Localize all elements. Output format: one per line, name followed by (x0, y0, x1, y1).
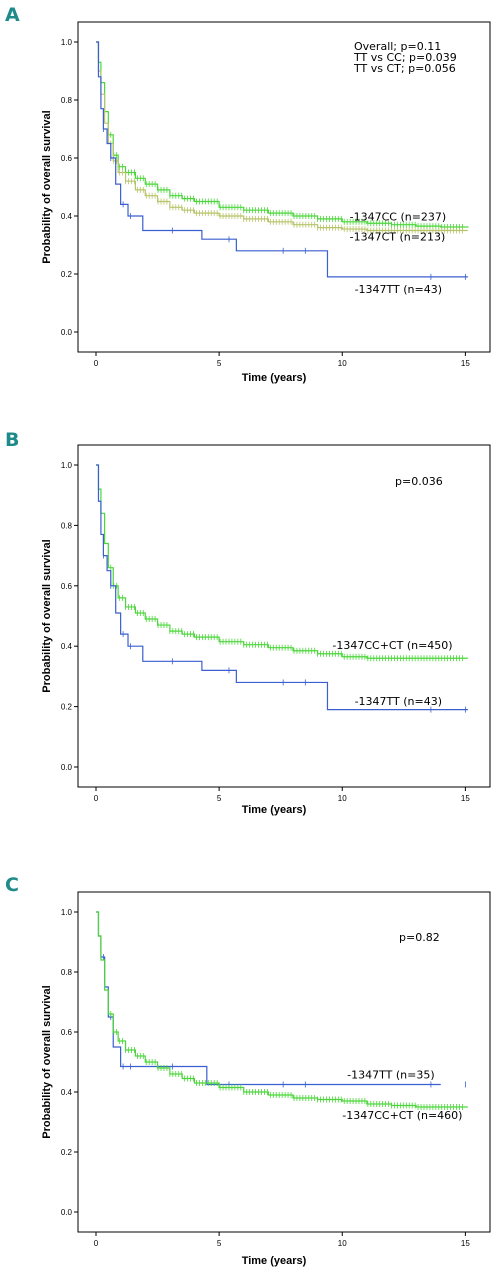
y-tick-label: 1.0 (61, 908, 73, 917)
series-label: -1347CC+CT (n=460) (342, 1109, 462, 1122)
panel-letter: B (5, 429, 20, 451)
y-tick-label: 0.2 (61, 703, 73, 712)
y-tick-label: 0.6 (61, 582, 73, 591)
plot-frame (77, 21, 491, 353)
x-tick-label: 0 (94, 794, 99, 803)
y-axis-label: Probability of overall survival (41, 539, 53, 692)
p-value-annotation: p=0.036 (395, 475, 443, 488)
y-tick-label: 0.8 (61, 96, 73, 105)
series-label: -1347TT (n=43) (355, 695, 442, 708)
p-value-annotation: TT vs CC; p=0.039 (353, 51, 457, 64)
y-tick-label: 0.2 (61, 270, 73, 279)
y-tick-label: 1.0 (61, 461, 73, 470)
y-tick-label: 0.4 (61, 1088, 73, 1097)
series-line-blue (96, 911, 441, 1086)
x-tick-label: 15 (461, 1239, 470, 1248)
y-tick-label: 0.6 (61, 1028, 73, 1037)
y-axis-label: Probability of overall survival (41, 985, 53, 1138)
series-label: -1347TT (n=43) (355, 283, 442, 296)
y-tick-label: 0.0 (61, 328, 73, 337)
censor-marks (102, 552, 466, 713)
y-tick-label: 0.4 (61, 642, 73, 651)
censor-marks (110, 1011, 463, 1110)
plot-frame (77, 444, 491, 788)
x-tick-label: 5 (217, 359, 222, 368)
x-tick-label: 10 (338, 359, 347, 368)
x-tick-label: 10 (338, 1239, 347, 1248)
panel-letter: A (5, 4, 20, 26)
censor-marks (110, 140, 463, 234)
x-tick-label: 15 (461, 359, 470, 368)
x-axis-label: Time (years) (242, 372, 307, 384)
y-tick-label: 0.4 (61, 212, 73, 221)
x-tick-label: 5 (217, 1239, 222, 1248)
p-value-annotation: Overall; p=0.11 (354, 40, 441, 53)
y-tick-label: 0.0 (61, 1208, 73, 1217)
censor-marks (102, 126, 466, 280)
survival-chart: 0.0 0.2 0.4 0.6 0.8 1.0 0 5 10 15 Time (years) Prob… (41, 891, 491, 1267)
series-label: -1347CC (n=237) (350, 210, 447, 223)
plot-frame (77, 891, 491, 1233)
series-label: -1347CC+CT (n=450) (332, 639, 452, 652)
series-line-green (96, 464, 468, 659)
x-tick-label: 0 (94, 359, 99, 368)
censor-marks (110, 564, 463, 662)
survival-chart: 0.0 0.2 0.4 0.6 0.8 1.0 0 5 10 15 Time (years) Prob… (41, 21, 491, 384)
chart-panel-c: C 0.0 0.2 0.4 0.6 0.8 1.0 0 5 10 15 Time (years) Pr… (0, 870, 498, 1280)
y-tick-label: 0.2 (61, 1148, 73, 1157)
chart-panel-a: A 0.0 0.2 0.4 0.6 0.8 1.0 0 5 10 15 Time (years) Pr… (0, 0, 498, 410)
series-label: -1347TT (n=35) (347, 1069, 434, 1082)
y-tick-label: 0.0 (61, 763, 73, 772)
x-tick-label: 5 (217, 794, 222, 803)
y-tick-label: 0.8 (61, 968, 73, 977)
x-axis-label: Time (years) (242, 1255, 307, 1267)
series-line-blue (96, 41, 468, 278)
chart-panel-b: B 0.0 0.2 0.4 0.6 0.8 1.0 0 5 10 15 Time (years) Pr… (0, 425, 498, 825)
survival-chart: 0.0 0.2 0.4 0.6 0.8 1.0 0 5 10 15 Time (years) Prob… (41, 444, 491, 816)
x-axis-label: Time (years) (242, 804, 307, 816)
y-axis-label: Probability of overall survival (41, 110, 53, 263)
series-line-blue (96, 464, 468, 711)
panel-letter: C (5, 874, 19, 896)
y-tick-label: 0.8 (61, 521, 73, 530)
x-tick-label: 0 (94, 1239, 99, 1248)
series-label: -1347CT (n=213) (350, 231, 446, 244)
p-value-annotation: TT vs CT; p=0.056 (353, 62, 456, 75)
y-tick-label: 0.6 (61, 154, 73, 163)
x-tick-label: 10 (338, 794, 347, 803)
x-tick-label: 15 (461, 794, 470, 803)
y-tick-label: 1.0 (61, 38, 73, 47)
p-value-annotation: p=0.82 (399, 931, 440, 944)
